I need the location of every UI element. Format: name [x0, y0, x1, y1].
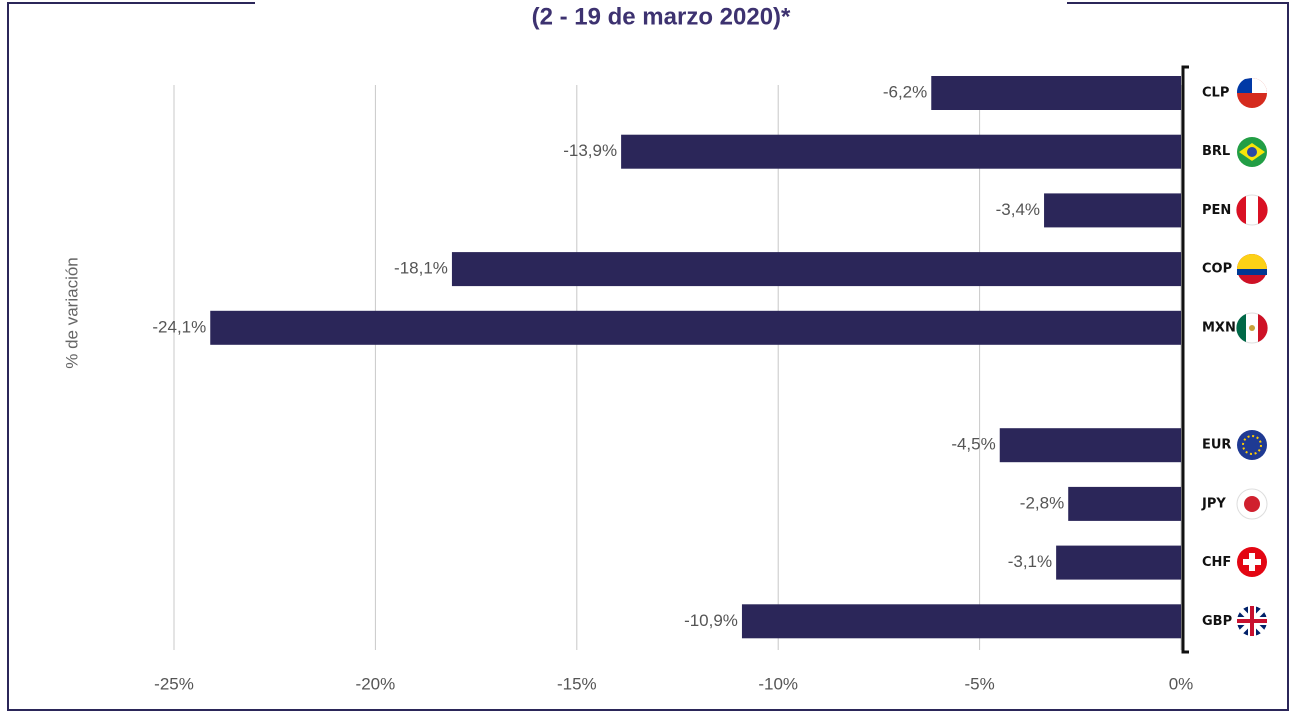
category-label: PEN — [1202, 203, 1231, 218]
x-tick-label: -10% — [758, 674, 798, 693]
value-label: -3,4% — [996, 200, 1040, 219]
category-label: CLP — [1202, 86, 1229, 101]
category-label: CHF — [1202, 555, 1231, 570]
axis-bracket — [1181, 65, 1189, 654]
category-label: EUR — [1202, 438, 1231, 453]
flags — [1236, 78, 1268, 636]
bar — [1056, 545, 1181, 580]
category-label: BRL — [1202, 144, 1230, 159]
bar — [1068, 486, 1181, 521]
value-label: -13,9% — [563, 141, 617, 160]
value-label: -2,8% — [1020, 493, 1064, 512]
bar — [621, 134, 1181, 169]
chart-title: (2 - 19 de marzo 2020)* — [532, 3, 791, 30]
bar — [451, 252, 1181, 287]
bar — [741, 604, 1181, 639]
value-label: -6,2% — [883, 82, 927, 101]
value-label: -24,1% — [152, 317, 206, 336]
bar — [1044, 193, 1181, 228]
category-label: GBP — [1202, 614, 1232, 629]
x-tick-label: -5% — [964, 674, 994, 693]
value-label: -10,9% — [684, 611, 738, 630]
frame — [7, 2, 1289, 711]
y-axis-label: % de variación — [62, 257, 81, 369]
x-tick-label: -20% — [356, 674, 396, 693]
x-tick-label: -25% — [154, 674, 194, 693]
category-label: JPY — [1201, 496, 1226, 511]
category-label: COP — [1202, 262, 1232, 277]
bar — [931, 76, 1181, 110]
value-label: -4,5% — [951, 435, 995, 454]
bar — [210, 310, 1181, 345]
value-label: -18,1% — [394, 259, 448, 278]
category-label: MXN — [1202, 320, 1236, 335]
x-tick-label: 0% — [1169, 674, 1194, 693]
bar — [999, 428, 1181, 463]
x-tick-label: -15% — [557, 674, 597, 693]
value-label: -3,1% — [1008, 552, 1052, 571]
